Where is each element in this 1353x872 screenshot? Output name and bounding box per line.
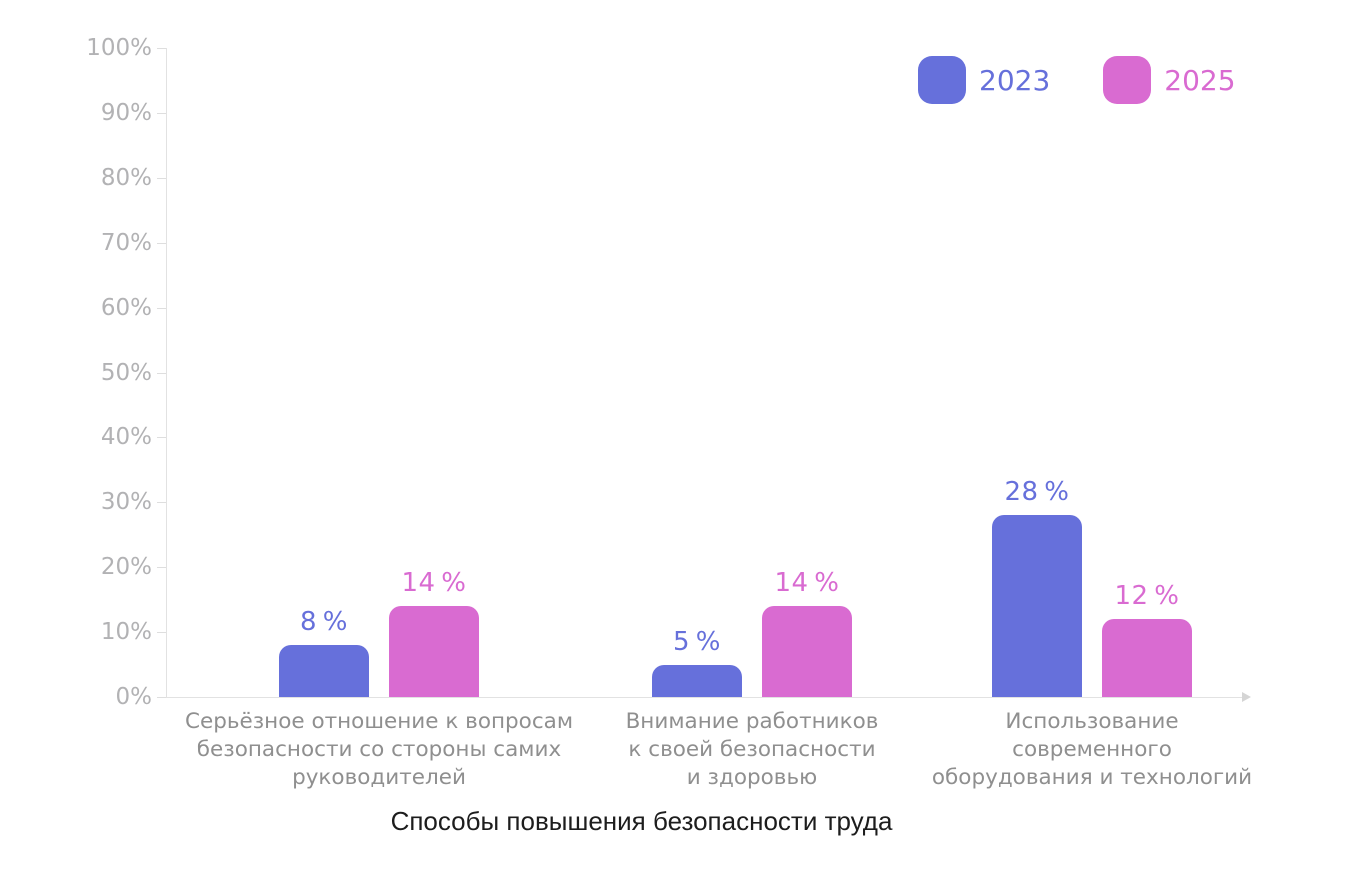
legend-label-2023: 2023 (979, 63, 1051, 97)
legend: 2023 2025 (918, 56, 1236, 104)
bar-2023-group3 (992, 515, 1082, 697)
y-tick-label: 90% (100, 99, 152, 126)
category-label-line: руководителей (292, 765, 466, 790)
y-tick-label: 70% (100, 229, 152, 256)
legend-swatch-2023 (918, 56, 966, 104)
category-label-line: Использование (1005, 709, 1179, 734)
y-tick-mark (157, 502, 166, 504)
y-tick-label: 60% (100, 294, 152, 321)
category-label-line: оборудования и технологий (931, 765, 1253, 790)
category-label-line: Внимание работников (625, 709, 879, 734)
bar-2025-group1 (389, 606, 479, 697)
category-label-line: и здоровью (686, 765, 818, 790)
y-tick-label: 30% (100, 489, 152, 516)
y-tick-mark (157, 697, 166, 698)
category-label-line: современного (1012, 737, 1172, 762)
y-tick-mark (157, 307, 166, 309)
legend-label-2025: 2025 (1164, 63, 1236, 97)
category-label-group1: Серьёзное отношение к вопросам безопаснос… (159, 708, 599, 792)
y-axis-line (166, 48, 167, 697)
y-tick-mark (157, 372, 166, 374)
value-label-2025-group3: 12 % (1114, 581, 1180, 612)
y-tick-label: 100% (86, 35, 152, 61)
category-label-line: безопасности со стороны самих (196, 737, 562, 762)
x-axis-arrow-icon (1242, 692, 1251, 702)
y-tick-mark (157, 48, 166, 49)
x-axis-title: Способы повышения безопасности труда (390, 806, 893, 836)
value-label-2023-group2: 5 % (673, 626, 721, 657)
value-label-2023-group3: 28 % (1004, 477, 1070, 508)
value-label-2025-group1: 14 % (401, 568, 467, 599)
category-label-line: к своей безопасности (628, 737, 876, 762)
category-label-group3: Использование современного оборудования и … (872, 708, 1312, 792)
y-tick-mark (157, 177, 166, 179)
category-label-group2: Внимание работников к своей безопасности и… (532, 708, 972, 792)
y-tick-mark (157, 242, 166, 244)
legend-item-2025: 2025 (1103, 56, 1236, 104)
y-tick-label: 80% (100, 164, 152, 191)
bar-2025-group3 (1102, 619, 1192, 697)
value-label-2025-group2: 14 % (774, 568, 840, 599)
y-tick-mark (157, 112, 166, 114)
bar-2025-group2 (762, 606, 852, 697)
legend-item-2023: 2023 (918, 56, 1050, 104)
y-tick-mark (157, 567, 166, 569)
x-axis-line (166, 697, 1244, 698)
y-tick-mark (157, 437, 166, 439)
y-tick-label: 50% (100, 359, 152, 386)
value-label-2023-group1: 8 % (300, 607, 348, 638)
y-tick-label: 0% (115, 684, 153, 710)
bar-2023-group1 (279, 645, 369, 697)
legend-swatch-2025 (1103, 56, 1152, 104)
y-tick-label: 40% (100, 424, 152, 451)
y-tick-label: 10% (100, 619, 152, 646)
y-tick-label: 20% (100, 554, 152, 581)
category-label-line: Серьёзное отношение к вопросам (184, 709, 574, 734)
y-tick-mark (157, 632, 166, 634)
bar-2023-group2 (652, 664, 742, 697)
